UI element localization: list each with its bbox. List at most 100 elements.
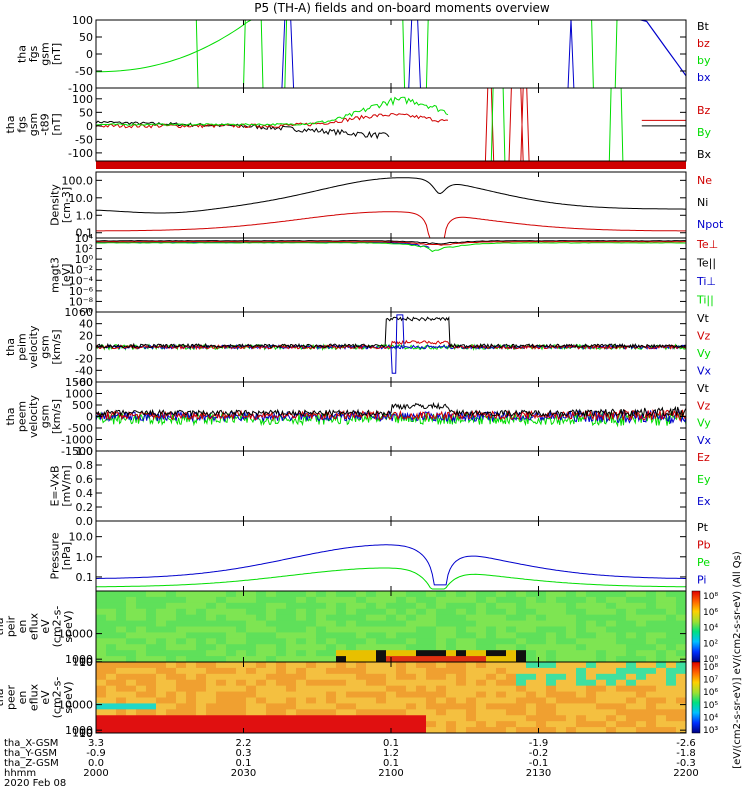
- density-ytick-label: 10.0: [69, 192, 94, 205]
- peir-cell: [586, 614, 597, 622]
- peir-cell: [246, 620, 257, 627]
- peer-cell: [566, 685, 577, 693]
- peir-cell: [586, 608, 597, 616]
- peir-cell: [606, 632, 617, 639]
- xaxis-tick-value: -0.9: [86, 748, 106, 759]
- peir-cell: [516, 620, 527, 627]
- temp-ytick-label: 10²: [75, 243, 93, 256]
- peer-cell: [426, 703, 437, 710]
- peir-cell: [586, 591, 597, 598]
- peir-cell: [286, 638, 297, 645]
- peer-cell: [106, 727, 117, 733]
- peir-cell: [356, 656, 367, 662]
- peer-cell: [306, 709, 317, 716]
- peer-cell: [606, 715, 617, 722]
- peer-cell: [536, 703, 547, 710]
- peer-cell: [216, 679, 227, 687]
- peir-cell: [506, 638, 517, 645]
- peer-cell: [246, 721, 257, 728]
- peir-cell: [156, 591, 167, 598]
- peer-cell: [356, 703, 367, 710]
- fgs-series-by-segment: [402, 20, 429, 88]
- peer-cell: [456, 679, 467, 687]
- peem-legend-vy: Vy: [697, 417, 711, 430]
- peir-cell: [576, 596, 587, 604]
- peer-cell: [246, 691, 257, 698]
- peir-cell: [206, 626, 217, 633]
- peir-cell: [376, 638, 387, 645]
- fgs-series-bx: [638, 20, 686, 77]
- peer-cell: [636, 679, 647, 687]
- peer-cell: [106, 685, 117, 693]
- peer-cell: [516, 703, 527, 710]
- peim-ytick-label: -60: [75, 376, 93, 389]
- peir-cell: [556, 596, 567, 604]
- peir-cell: [316, 632, 327, 639]
- peir-cell: [576, 614, 587, 622]
- peir-cell: [446, 644, 457, 651]
- density-legend-ni: Ni: [697, 196, 708, 209]
- peir-cell: [106, 644, 117, 651]
- peir-cell: [446, 638, 457, 645]
- peer-cell: [456, 709, 467, 716]
- peir-cell: [456, 608, 467, 616]
- peir-cell: [436, 656, 447, 662]
- peir-cell: [106, 656, 117, 662]
- peer-cell: [666, 709, 677, 716]
- peir-cell: [336, 614, 347, 622]
- peer-cell: [136, 703, 147, 710]
- peir-cell: [516, 608, 527, 616]
- peer-cell: [536, 691, 547, 698]
- peir-cell: [306, 632, 317, 639]
- peir-cell: [206, 632, 217, 639]
- peir-cell: [236, 638, 247, 645]
- peer-cell: [196, 697, 207, 704]
- peer-cell: [526, 697, 537, 704]
- peir-cell: [166, 650, 177, 657]
- peir-cell: [276, 608, 287, 616]
- peir-cell: [676, 632, 686, 639]
- peir-cell: [206, 656, 217, 662]
- peer-cell: [426, 691, 437, 698]
- peir-cell: [256, 602, 267, 610]
- panel-peem: 150010005000-500-1000-1500thapeemvelocit…: [4, 376, 712, 458]
- peer-cell: [636, 662, 647, 669]
- peir-cell: [666, 602, 677, 610]
- fgs-series-bx-segment: [281, 20, 295, 88]
- density-series-ni: [96, 177, 686, 214]
- peer-cell: [656, 679, 667, 687]
- peir-cell: [396, 608, 407, 616]
- peer-cell: [236, 679, 247, 687]
- peer-cell: [216, 697, 227, 704]
- peir-cell: [196, 638, 207, 645]
- fgs-series-by: [96, 20, 253, 73]
- peir-cell: [146, 620, 157, 627]
- peir-cell: [226, 620, 237, 627]
- xaxis-row-label: tha_X-GSM: [4, 738, 58, 749]
- peer-cell: [576, 673, 587, 681]
- peir-cell: [626, 608, 637, 616]
- peem-ytick-label: -500: [68, 422, 93, 435]
- peir-cell: [606, 638, 617, 645]
- peir-cell: [256, 644, 267, 651]
- peir-cell: [226, 650, 237, 657]
- peir-cell: [166, 602, 177, 610]
- peir-cell: [656, 632, 667, 639]
- peir-cell: [376, 602, 387, 610]
- peir-cell: [256, 620, 267, 627]
- peir-cell: [176, 620, 187, 627]
- peir-cell: [646, 591, 657, 598]
- peer-cell: [196, 709, 207, 716]
- peir-cell: [156, 626, 167, 633]
- fgs_t89-legend-bz: Bz: [697, 104, 711, 117]
- efield-frame: [95, 450, 687, 522]
- peir-cell: [506, 591, 517, 598]
- peir-cell: [326, 591, 337, 598]
- peir-cell: [426, 650, 437, 657]
- peer-cell: [466, 691, 477, 698]
- peer-ylabel: en: [16, 691, 29, 705]
- peir-cell: [416, 591, 427, 598]
- peir-cell: [96, 650, 107, 657]
- peir-cell: [316, 614, 327, 622]
- peir-cell: [406, 632, 417, 639]
